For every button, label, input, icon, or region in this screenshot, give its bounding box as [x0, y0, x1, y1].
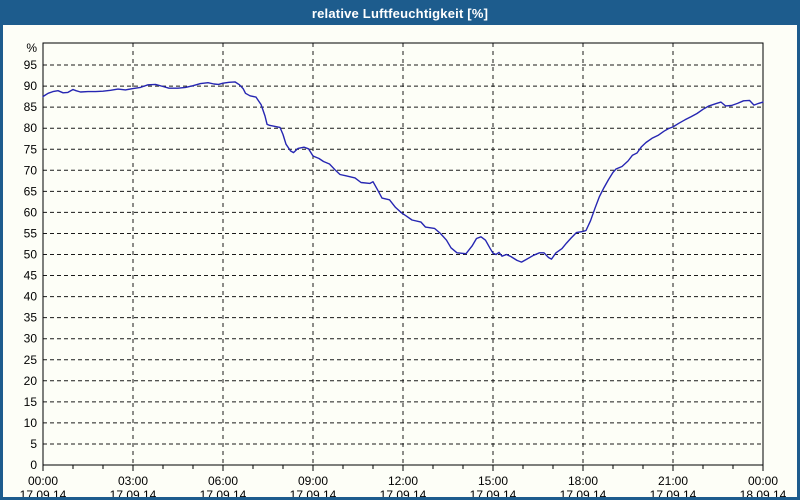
x-tick-time-label: 18:00	[568, 474, 598, 488]
y-tick-label: 50	[24, 248, 38, 262]
x-tick-time-label: 06:00	[208, 474, 238, 488]
y-tick-label: 5	[30, 437, 37, 451]
axis-ticks	[42, 465, 764, 471]
y-axis-unit-label: %	[26, 41, 37, 55]
y-tick-label: 0	[30, 458, 37, 472]
x-tick-date-label: 17.09.14	[560, 488, 607, 500]
x-tick-time-label: 09:00	[298, 474, 328, 488]
x-tick-time-label: 15:00	[478, 474, 508, 488]
x-axis-labels: 00:0017.09.1403:0017.09.1406:0017.09.140…	[20, 474, 787, 500]
y-tick-label: 25	[24, 353, 38, 367]
y-tick-label: 15	[24, 395, 38, 409]
humidity-chart-svg: 05101520253035404550556065707580859095%0…	[20, 41, 787, 500]
x-tick-date-label: 18.09.14	[740, 488, 787, 500]
y-tick-label: 60	[24, 205, 38, 219]
x-tick-time-label: 00:00	[748, 474, 778, 488]
y-tick-label: 55	[24, 226, 38, 240]
x-tick-date-label: 17.09.14	[380, 488, 427, 500]
y-tick-label: 10	[24, 416, 38, 430]
x-tick-time-label: 12:00	[388, 474, 418, 488]
y-axis-labels: 0 5 10 15 20 25 30 35 40 45 50 55 60 65 70 75 80 85 90 95%	[24, 41, 38, 472]
y-tick-label: 40	[24, 290, 38, 304]
y-tick-label: 85	[24, 100, 38, 114]
humidity-series-line	[42, 81, 764, 263]
x-tick-time-label: 03:00	[118, 474, 148, 488]
y-tick-label: 65	[24, 184, 38, 198]
title-bar: relative Luftfeuchtigkeit [%]	[3, 3, 797, 25]
y-tick-label: 80	[24, 121, 38, 135]
x-tick-date-label: 17.09.14	[110, 488, 157, 500]
chart-title: relative Luftfeuchtigkeit [%]	[311, 6, 489, 21]
y-tick-label: 20	[24, 374, 38, 388]
x-tick-time-label: 21:00	[658, 474, 688, 488]
y-tick-label: 35	[24, 311, 38, 325]
y-tick-label: 30	[24, 332, 38, 346]
y-tick-label: 95	[24, 58, 38, 72]
series	[42, 81, 764, 263]
x-tick-time-label: 00:00	[28, 474, 58, 488]
x-tick-date-label: 17.09.14	[20, 488, 67, 500]
y-tick-label: 70	[24, 163, 38, 177]
x-tick-date-label: 17.09.14	[650, 488, 697, 500]
y-tick-label: 90	[24, 79, 38, 93]
gridlines	[43, 43, 763, 465]
x-tick-date-label: 17.09.14	[290, 488, 337, 500]
x-tick-date-label: 17.09.14	[470, 488, 517, 500]
x-tick-date-label: 17.09.14	[200, 488, 247, 500]
y-tick-label: 45	[24, 269, 38, 283]
y-tick-label: 75	[24, 142, 38, 156]
